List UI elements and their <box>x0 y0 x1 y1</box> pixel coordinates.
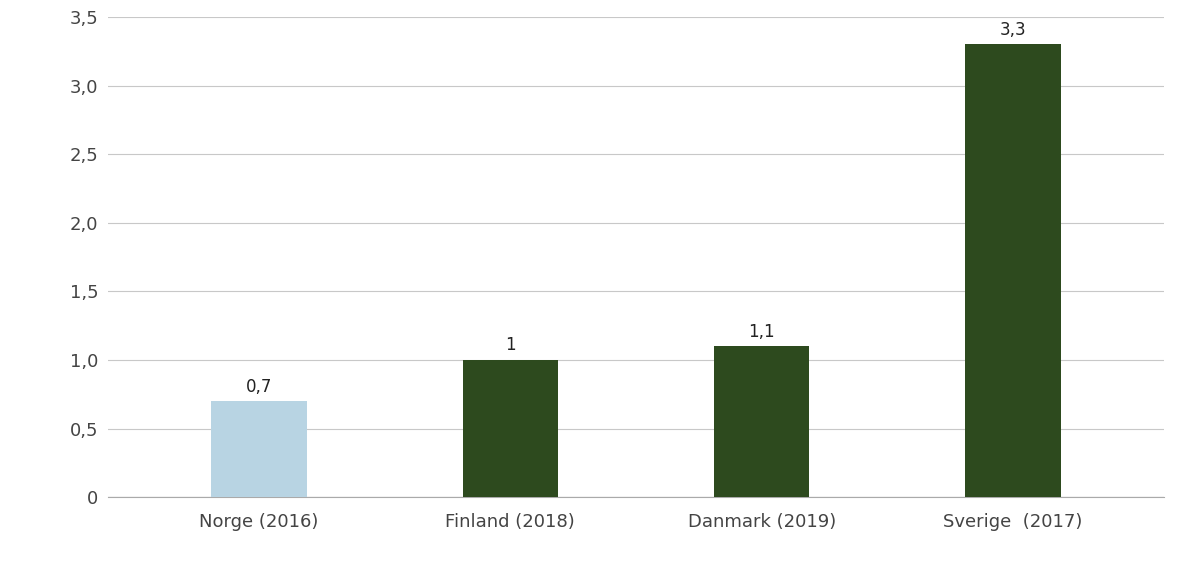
Bar <box>965 45 1061 497</box>
Text: 3,3: 3,3 <box>1000 21 1026 39</box>
Bar <box>462 360 558 497</box>
Text: 1: 1 <box>505 337 516 354</box>
Bar <box>211 401 307 497</box>
Text: 1,1: 1,1 <box>749 323 775 341</box>
Text: 0,7: 0,7 <box>246 377 272 395</box>
Bar <box>714 346 810 497</box>
